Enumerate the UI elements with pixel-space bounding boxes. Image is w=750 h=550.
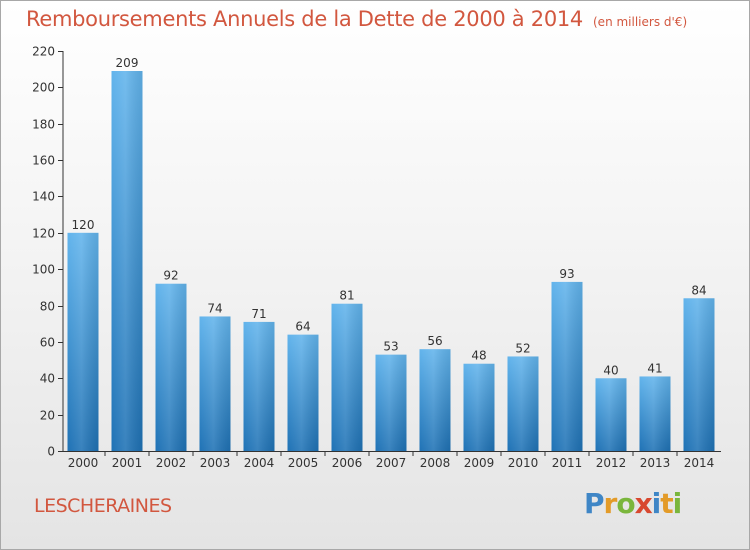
y-tick-label: 60 <box>40 336 55 350</box>
x-tick-label: 2011 <box>552 456 583 470</box>
bar-shine <box>287 334 319 451</box>
data-label: 48 <box>471 349 486 363</box>
data-label: 40 <box>603 363 618 377</box>
y-tick-label: 200 <box>32 81 55 95</box>
x-axis: 2000 2001 2002 2003 2004 2005 2006 2007 2008 2009… <box>63 451 721 470</box>
x-tick-label: 2000 <box>68 456 99 470</box>
data-label: 120 <box>72 218 95 232</box>
bar-shine <box>155 283 187 451</box>
x-tick-label: 2001 <box>112 456 143 470</box>
chart-title: Remboursements Annuels de la Dette de 20… <box>26 7 583 31</box>
logo-letter: i <box>672 487 683 520</box>
x-tick-label: 2012 <box>596 456 627 470</box>
bar-shine <box>683 298 715 451</box>
data-label: 56 <box>427 334 442 348</box>
y-tick-label: 0 <box>47 445 55 459</box>
x-tick-label: 2006 <box>332 456 363 470</box>
x-tick-label: 2003 <box>200 456 231 470</box>
x-tick-label: 2009 <box>464 456 495 470</box>
title-row: Remboursements Annuels de la Dette de 20… <box>26 7 687 31</box>
chart-subtitle: (en milliers d'€) <box>593 15 688 29</box>
x-tick-label: 2007 <box>376 456 407 470</box>
bar-shine <box>463 363 495 451</box>
x-tick-label: 2005 <box>288 456 319 470</box>
logo-letter: t <box>660 487 673 520</box>
bars <box>67 71 715 451</box>
x-tick-label: 2002 <box>156 456 187 470</box>
x-tick-label: 2013 <box>640 456 671 470</box>
data-label: 81 <box>339 289 354 303</box>
bar-shine <box>551 281 583 451</box>
y-tick-label: 180 <box>32 118 55 132</box>
y-tick-label: 220 <box>32 45 55 59</box>
data-label: 64 <box>295 320 310 334</box>
bar-shine <box>243 321 275 451</box>
data-label: 41 <box>647 361 662 375</box>
bar-shine <box>199 316 231 451</box>
logo-letter: i <box>651 487 662 520</box>
y-tick-label: 100 <box>32 263 55 277</box>
y-tick-label: 140 <box>32 190 55 204</box>
logo-letter: o <box>616 487 635 520</box>
data-label: 93 <box>559 267 574 281</box>
y-axis: 0 20 40 60 80 100 120 140 160 180 200 220 <box>32 45 64 459</box>
data-label: 84 <box>691 283 706 297</box>
proxiti-logo[interactable]: Proxiti <box>584 487 683 520</box>
y-tick-label: 80 <box>40 300 55 314</box>
x-tick-label: 2004 <box>244 456 275 470</box>
x-tick-label: 2010 <box>508 456 539 470</box>
logo-letter: r <box>603 487 618 520</box>
bar-shine <box>111 71 143 451</box>
bar-shine <box>331 303 363 451</box>
bar-shine <box>639 376 671 451</box>
data-labels: 120 209 92 74 71 64 81 53 56 48 52 93 40 41 84 <box>72 56 707 377</box>
logo-letter: P <box>584 487 605 520</box>
bar-shine <box>67 232 99 451</box>
bar-shine <box>507 356 539 451</box>
x-tick-label: 2008 <box>420 456 451 470</box>
data-label: 52 <box>515 341 530 355</box>
bar-shine <box>595 378 627 451</box>
y-tick-label: 120 <box>32 227 55 241</box>
data-label: 74 <box>207 301 222 315</box>
y-tick-label: 160 <box>32 154 55 168</box>
data-label: 209 <box>116 56 139 70</box>
commune-name: LESCHERAINES <box>34 495 172 517</box>
x-tick-label: 2014 <box>684 456 715 470</box>
data-label: 71 <box>251 307 266 321</box>
y-tick-label: 20 <box>40 409 55 423</box>
data-label: 92 <box>163 269 178 283</box>
y-tick-label: 40 <box>40 372 55 386</box>
bar-shine <box>375 354 407 451</box>
logo-letter: x <box>634 487 653 520</box>
data-label: 53 <box>383 340 398 354</box>
bar-shine <box>419 349 451 451</box>
